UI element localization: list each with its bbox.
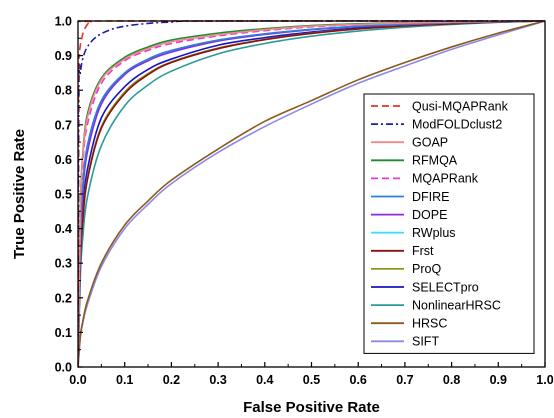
x-tick-label: 0.2 <box>163 373 180 387</box>
y-tick-label: 0.1 <box>55 326 72 340</box>
x-tick-label: 0.5 <box>303 373 320 387</box>
legend-item-dfire: DFIRE <box>371 190 450 204</box>
x-tick-label: 0.6 <box>350 373 367 387</box>
legend-label: DOPE <box>412 208 447 222</box>
x-tick-label: 0.0 <box>69 373 86 387</box>
x-tick-label: 0.8 <box>443 373 460 387</box>
legend-item-mqaprank: MQAPRank <box>371 172 479 186</box>
legend-label: Frst <box>412 244 434 258</box>
legend-item-rfmqa: RFMQA <box>371 154 458 168</box>
series-line-dfire <box>78 20 546 368</box>
x-tick-label: 0.4 <box>256 373 273 387</box>
y-axis-ticks: 0.0 0.1 0.2 0.3 0.4 0.5 0.6 0.7 0.8 0.9 1.0 <box>55 15 83 375</box>
legend-label: SELECTpro <box>412 280 479 294</box>
legend: Qusi-MQAPRank ModFOLDclust2 GOAP RFMQA MQAPR… <box>363 93 535 354</box>
legend-item-frst: Frst <box>371 244 434 258</box>
y-tick-label: 0.3 <box>55 257 72 271</box>
x-tick-label: 0.9 <box>490 373 507 387</box>
legend-label: ProQ <box>412 262 441 276</box>
legend-item-proq: ProQ <box>371 262 441 276</box>
legend-item-nonlinearhrsc: NonlinearHRSC <box>371 298 501 312</box>
x-tick-label: 0.3 <box>209 373 226 387</box>
y-tick-label: 0.4 <box>55 222 72 236</box>
legend-item-selectpro: SELECTpro <box>371 280 479 294</box>
x-tick-label: 0.1 <box>116 373 133 387</box>
y-tick-label: 0.2 <box>55 291 72 305</box>
legend-box <box>363 93 535 354</box>
legend-item-rwplus: RWplus <box>371 226 456 240</box>
legend-label: RFMQA <box>412 154 458 168</box>
legend-label: MQAPRank <box>412 172 479 186</box>
legend-label: NonlinearHRSC <box>412 298 501 312</box>
legend-item-hrsc: HRSC <box>371 317 447 331</box>
legend-label: Qusi-MQAPRank <box>412 99 509 113</box>
y-tick-label: 0.5 <box>55 188 72 202</box>
y-tick-label: 0.6 <box>55 153 72 167</box>
legend-label: SIFT <box>412 335 439 349</box>
legend-item-goap: GOAP <box>371 136 448 150</box>
x-tick-label: 0.7 <box>396 373 413 387</box>
legend-item-sift: SIFT <box>371 335 439 349</box>
series-line-nonlinearhrsc <box>78 20 546 368</box>
x-tick-label: 1.0 <box>536 373 553 387</box>
y-tick-label: 0.7 <box>55 118 72 132</box>
legend-label: RWplus <box>412 226 456 240</box>
legend-item-qusi-mqaprank: Qusi-MQAPRank <box>371 99 509 113</box>
legend-label: ModFOLDclust2 <box>412 117 502 131</box>
legend-label: GOAP <box>412 136 448 150</box>
series-line-frst <box>78 20 546 368</box>
y-tick-label: 1.0 <box>55 15 72 29</box>
legend-label: DFIRE <box>412 190 450 204</box>
y-tick-label: 0.9 <box>55 49 72 63</box>
y-tick-label: 0.8 <box>55 84 72 98</box>
x-axis-title: False Positive Rate <box>243 399 380 416</box>
legend-label: HRSC <box>412 317 447 331</box>
legend-item-dope: DOPE <box>371 208 447 222</box>
series-line-hrsc <box>78 20 546 368</box>
y-axis-title: True Positive Rate <box>11 129 28 259</box>
x-axis-ticks: 0.0 0.1 0.2 0.3 0.4 0.5 0.6 0.7 0.8 0.9 1.0 <box>69 362 554 387</box>
y-tick-label: 0.0 <box>55 361 72 375</box>
legend-item-modfoldclust2: ModFOLDclust2 <box>371 117 502 131</box>
